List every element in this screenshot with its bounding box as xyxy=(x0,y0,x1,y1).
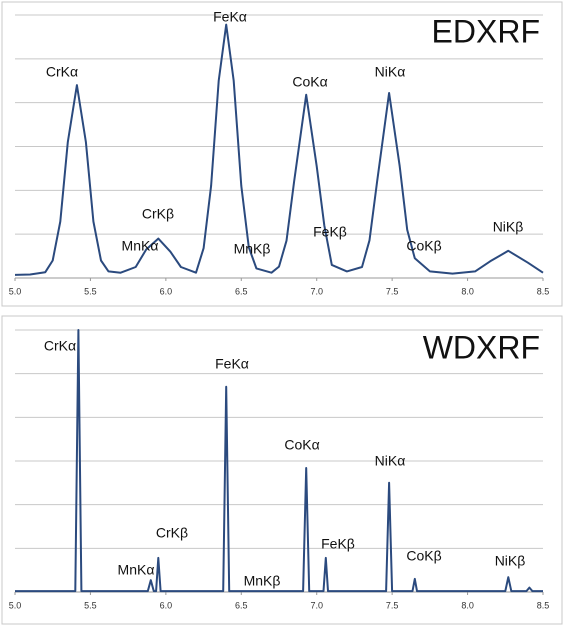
peak-label: MnKβ xyxy=(234,241,271,257)
peak-label: FeKβ xyxy=(313,224,347,240)
x-tick-label: 5.5 xyxy=(84,600,97,610)
peak-label: CoKβ xyxy=(406,238,441,254)
x-tick-label: 8.5 xyxy=(537,600,550,610)
panel-frame xyxy=(1,315,563,625)
peak-label: FeKβ xyxy=(321,536,355,552)
x-tick-label: 7.5 xyxy=(386,286,399,296)
x-tick-label: 7.5 xyxy=(386,600,399,610)
x-tick-label: 7.0 xyxy=(310,286,323,296)
chart-title: WDXRF xyxy=(423,329,540,365)
peak-label: CrKα xyxy=(46,64,78,80)
x-tick-label: 6.0 xyxy=(160,600,173,610)
spectrum-line xyxy=(14,23,544,276)
peak-label: CoKα xyxy=(284,437,319,453)
chart-title: EDXRF xyxy=(432,13,540,49)
x-tick-label: 6.5 xyxy=(235,600,248,610)
peak-label: CoKα xyxy=(292,74,327,90)
peak-label: MnKα xyxy=(118,562,155,578)
x-tick-label: 8.5 xyxy=(537,286,550,296)
peak-label: CrKβ xyxy=(142,206,174,222)
x-tick-label: 5.0 xyxy=(9,286,22,296)
peak-label: CoKβ xyxy=(406,548,441,564)
peak-label: NiKβ xyxy=(493,219,524,235)
peak-label: CrKβ xyxy=(156,525,188,541)
peak-label: NiKβ xyxy=(495,553,526,569)
peak-label: NiKα xyxy=(375,64,406,80)
peak-label: FeKα xyxy=(215,356,249,372)
peak-label: CrKα xyxy=(44,338,76,354)
x-tick-label: 5.0 xyxy=(9,600,22,610)
peak-label: MnKα xyxy=(122,238,159,254)
x-tick-label: 6.0 xyxy=(160,286,173,296)
spectrum-line xyxy=(15,329,543,593)
peak-label: NiKα xyxy=(375,453,406,469)
x-tick-label: 7.0 xyxy=(310,600,323,610)
x-tick-label: 5.5 xyxy=(84,286,97,296)
x-tick-label: 8.0 xyxy=(461,286,474,296)
x-tick-label: 8.0 xyxy=(461,600,474,610)
x-tick-label: 6.5 xyxy=(235,286,248,296)
peak-label: FeKα xyxy=(213,9,247,25)
peak-label: MnKβ xyxy=(244,573,281,589)
